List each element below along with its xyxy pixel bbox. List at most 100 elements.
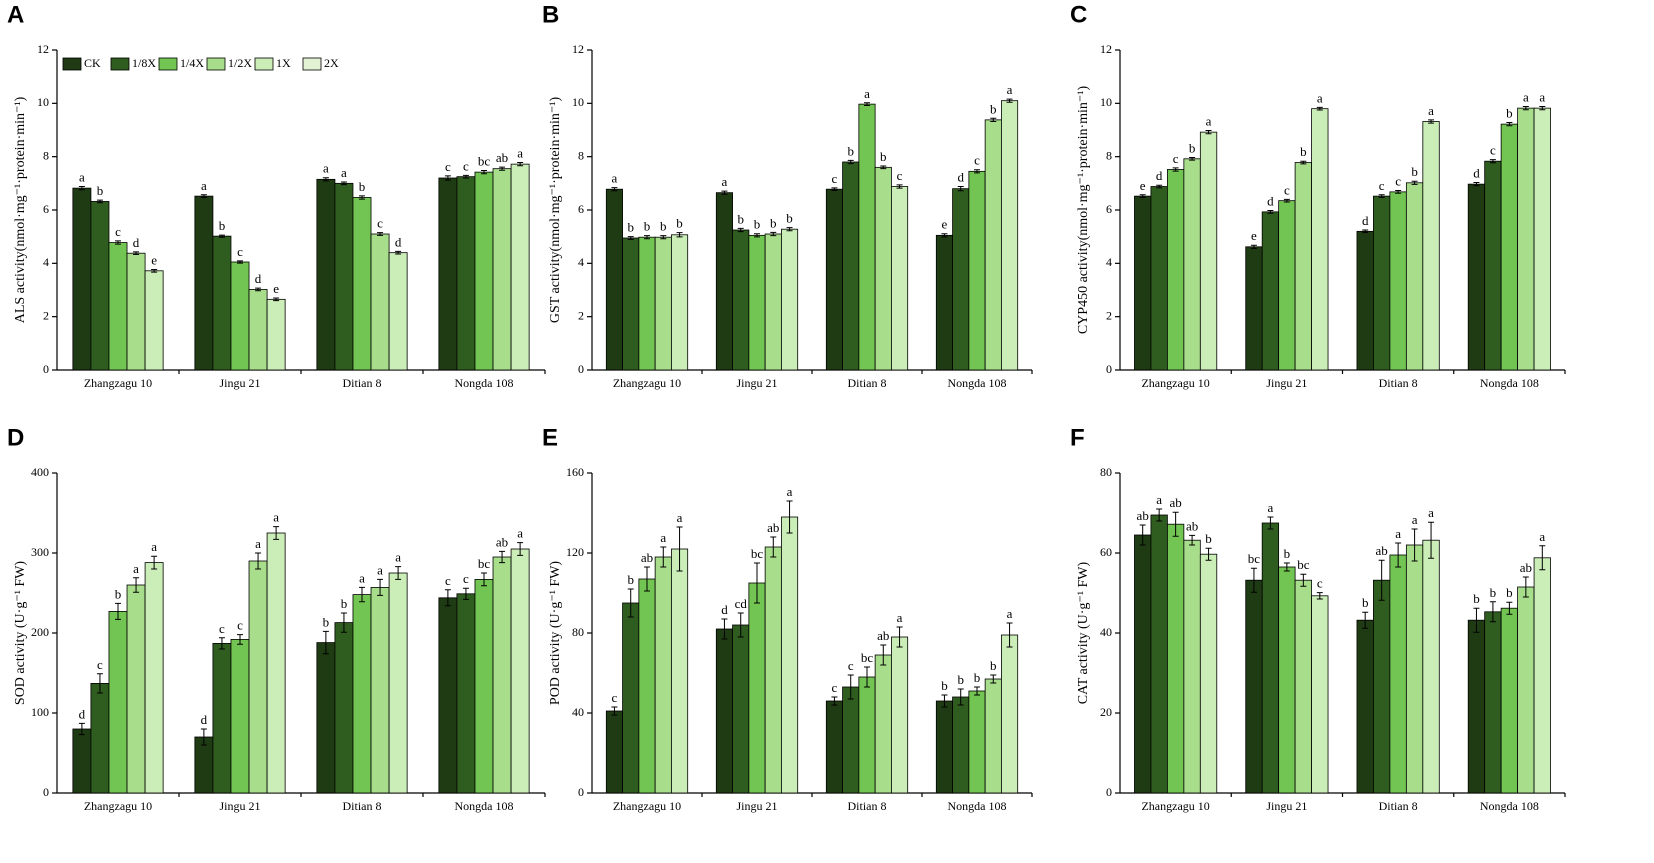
error-bar [395, 566, 402, 580]
significance-label: a [722, 174, 728, 189]
significance-label: d [1473, 166, 1480, 181]
x-tick-label: Nongda 108 [948, 376, 1007, 390]
panel-label: F [1070, 424, 1085, 451]
error-bar [1156, 184, 1163, 189]
bar [748, 582, 766, 794]
bar [1533, 557, 1551, 794]
error-bar [1205, 547, 1212, 561]
y-tick-label: 120 [566, 545, 584, 559]
significance-label: c [445, 573, 451, 588]
bar [764, 233, 782, 371]
error-bar [359, 195, 365, 200]
bar [842, 686, 860, 794]
legend-swatch [62, 57, 82, 71]
y-tick-label: 10 [37, 95, 49, 109]
legend-label: 1/8X [132, 56, 156, 70]
bar [1278, 566, 1296, 794]
bar [438, 597, 458, 794]
significance-label: c [219, 621, 225, 636]
significance-label: e [273, 281, 279, 296]
bar [858, 103, 876, 371]
error-bar [237, 634, 243, 645]
error-bar [957, 688, 964, 706]
bar [764, 546, 782, 794]
error-bar [880, 644, 887, 666]
error-bar [1506, 601, 1513, 615]
y-tick-label: 80 [572, 625, 584, 639]
bar [248, 560, 268, 794]
error-bar [1395, 542, 1402, 568]
significance-label: a [1317, 90, 1323, 105]
error-bar [611, 706, 618, 716]
error-bar [133, 251, 140, 256]
error-bar [721, 190, 728, 195]
bar [1294, 579, 1312, 794]
significance-label: a [1523, 90, 1529, 105]
bar [732, 229, 750, 371]
error-bar [1362, 229, 1369, 234]
y-tick-label: 2 [43, 308, 49, 322]
x-tick-label: Zhangzagu 10 [613, 799, 681, 813]
bar [748, 234, 766, 371]
significance-label: a [517, 526, 523, 541]
significance-label: c [1173, 151, 1179, 166]
significance-label: a [1395, 526, 1401, 541]
bar [622, 602, 640, 794]
bar [230, 639, 250, 794]
bar [671, 548, 689, 794]
bar [144, 562, 164, 794]
y-tick-label: 12 [1100, 42, 1112, 56]
significance-label: d [133, 235, 140, 250]
x-tick-label: Ditian 8 [1379, 376, 1418, 390]
significance-label: b [880, 149, 887, 164]
bar [968, 170, 986, 371]
x-tick-label: Jingu 21 [219, 799, 260, 813]
significance-label: ab [877, 628, 889, 643]
significance-label: b [754, 217, 761, 232]
error-bar [1539, 106, 1546, 111]
y-tick-label: 0 [578, 785, 584, 799]
error-bar [444, 175, 451, 181]
bar [1484, 160, 1502, 371]
error-bar [462, 587, 469, 600]
y-axis-label: GST activity(nmol·mg⁻¹·protein·min⁻¹) [548, 97, 563, 324]
significance-label: a [517, 146, 523, 161]
error-bar [1316, 106, 1323, 111]
significance-label: a [1539, 90, 1545, 105]
significance-label: bc [478, 556, 491, 571]
bar [248, 289, 268, 371]
significance-label: a [273, 510, 279, 525]
legend-swatch [254, 57, 274, 71]
significance-label: ab [641, 550, 653, 565]
error-bar [322, 630, 329, 655]
significance-label: d [1156, 168, 1163, 183]
significance-label: a [787, 484, 793, 499]
error-bar [770, 536, 777, 558]
y-tick-label: 0 [43, 362, 49, 376]
x-tick-label: Zhangzagu 10 [84, 799, 152, 813]
bar [456, 593, 476, 794]
bar [388, 572, 408, 794]
error-bar [737, 227, 744, 233]
y-axis-label: CAT activity (U·g⁻¹ FW) [1076, 561, 1091, 704]
error-bar [444, 589, 451, 607]
y-tick-label: 2 [1106, 308, 1112, 322]
bar [638, 578, 656, 794]
error-bar [1378, 194, 1385, 198]
error-bar [151, 555, 158, 570]
bar [1373, 579, 1391, 794]
significance-label: a [1428, 505, 1434, 520]
bar [825, 700, 843, 794]
significance-label: b [847, 143, 854, 158]
significance-label: a [341, 165, 347, 180]
error-bar [847, 674, 854, 700]
bar [126, 584, 146, 794]
bar [638, 236, 656, 371]
y-tick-label: 10 [1100, 95, 1112, 109]
x-tick-label: Nongda 108 [1480, 799, 1539, 813]
error-bar [990, 674, 997, 684]
significance-label: c [237, 618, 243, 633]
error-bar [831, 696, 838, 706]
error-bar [864, 102, 870, 106]
significance-label: c [612, 690, 618, 705]
